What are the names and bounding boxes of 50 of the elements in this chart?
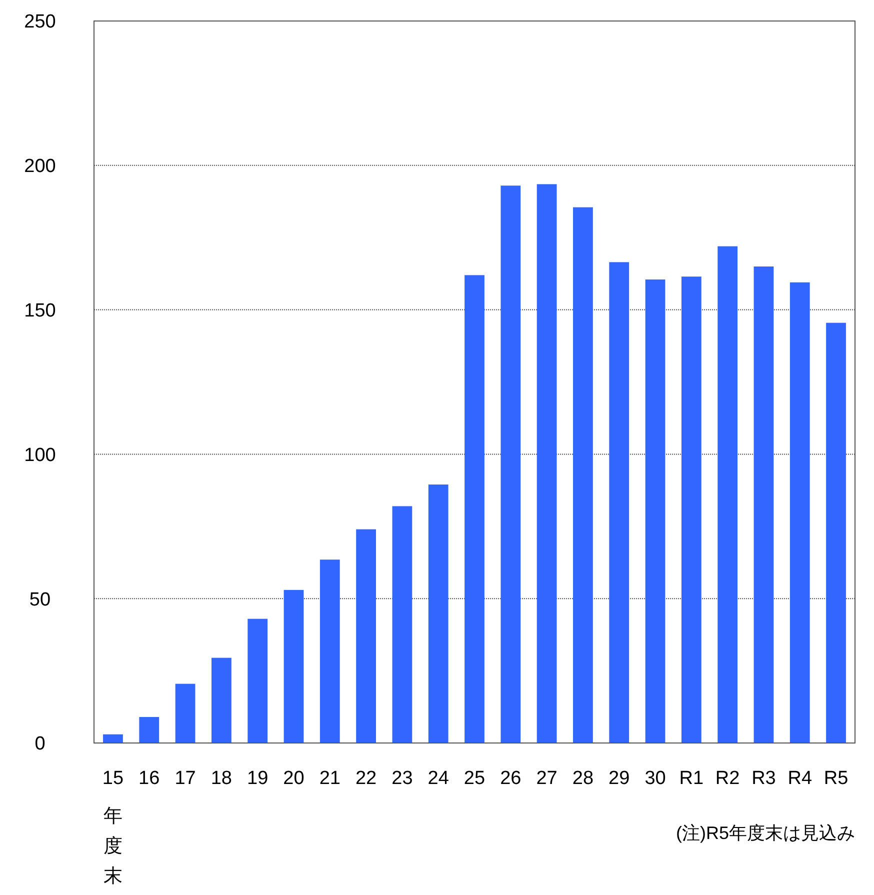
bar (248, 618, 268, 743)
x-tick-label: R5 (824, 768, 848, 789)
x-tick-label: 17 (174, 768, 196, 789)
y-tick-label: 50 (29, 589, 51, 610)
bar (428, 484, 448, 743)
x-tick-label: 29 (608, 768, 630, 789)
bar (826, 322, 846, 743)
x-tick-label: 22 (355, 768, 377, 789)
x-tick-label: 15 (102, 768, 124, 789)
x-tick-label: 27 (536, 768, 558, 789)
x-tick-label: 28 (572, 768, 594, 789)
x-tick-label: R1 (679, 768, 704, 789)
x-tick-label: 16 (138, 768, 160, 789)
y-tick-label: 250 (24, 12, 56, 33)
bar (500, 186, 521, 743)
bar (681, 276, 702, 743)
text: (注)R5年度末は見込み (676, 823, 855, 843)
y-tick-label: 0 (34, 734, 46, 755)
bar (284, 590, 304, 743)
bar (790, 282, 810, 743)
x-tick-label: 26 (500, 768, 522, 789)
x-tick-label: R2 (715, 768, 740, 789)
x-tick-label: 25 (464, 768, 486, 789)
y-tick-label: 100 (24, 444, 56, 466)
bar (211, 658, 232, 743)
x-tick-label: 24 (428, 768, 450, 789)
x-tick-label: R4 (788, 768, 812, 789)
bar (464, 275, 484, 743)
y-tick-label: 200 (24, 156, 56, 178)
bar (392, 506, 412, 743)
bar (573, 207, 593, 743)
x-tick-label: R3 (752, 768, 776, 789)
bar (103, 734, 123, 743)
x-tick-label: 21 (319, 768, 340, 789)
bar (536, 184, 557, 743)
x-tick-label: 18 (210, 768, 232, 789)
x-tick-label: 23 (392, 768, 413, 789)
x-tick-label: 20 (283, 768, 304, 789)
bar (718, 246, 738, 743)
bar (609, 262, 630, 743)
bar (754, 266, 774, 743)
bar (139, 717, 160, 743)
x-axis-title: 年度末 (103, 806, 122, 887)
y-tick-label: 150 (24, 300, 56, 322)
bar (175, 684, 196, 743)
bar (356, 529, 376, 743)
x-tick-label: 30 (644, 768, 666, 789)
bar (320, 560, 340, 743)
bar (645, 279, 666, 743)
x-tick-label: 19 (247, 768, 268, 789)
